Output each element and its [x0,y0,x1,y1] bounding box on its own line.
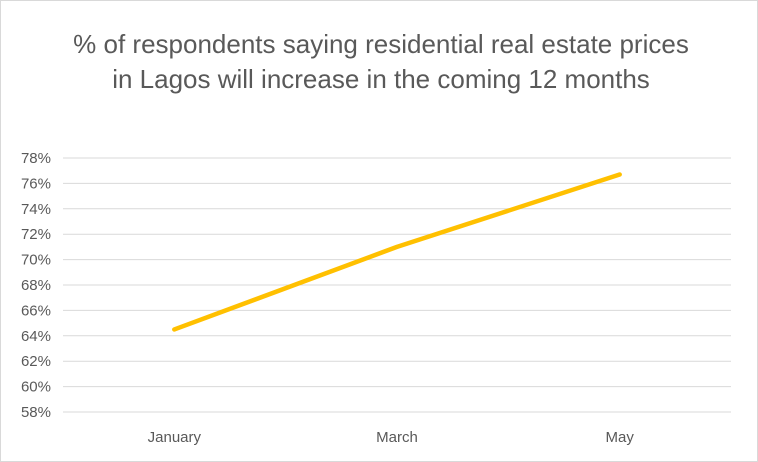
series-line-0 [172,172,622,332]
data-point [617,172,622,177]
y-tick-label: 64% [21,328,51,345]
y-tick-label: 62% [21,353,51,370]
y-tick-label: 72% [21,226,51,243]
chart-title: % of respondents saying residential real… [73,29,689,94]
y-axis-tick-labels: 58% 60% 62% 64% 66% 68% 70% 72% 74% 76% 78% [21,150,51,421]
y-tick-label: 58% [21,404,51,421]
series-layer [172,172,622,332]
y-tick-label: 70% [21,252,51,269]
y-tick-label: 66% [21,302,51,319]
y-tick-label: 78% [21,150,51,167]
data-point [172,327,177,332]
x-tick-label: March [376,429,418,446]
y-tick-label: 74% [21,201,51,218]
x-tick-label: January [148,429,202,446]
data-point [395,244,399,249]
y-tick-label: 68% [21,277,51,294]
x-axis-tick-labels: January March May [148,429,635,446]
y-tick-label: 76% [21,175,51,192]
y-tick-label: 60% [21,379,51,396]
gridlines [63,157,731,413]
x-tick-label: May [605,429,634,446]
